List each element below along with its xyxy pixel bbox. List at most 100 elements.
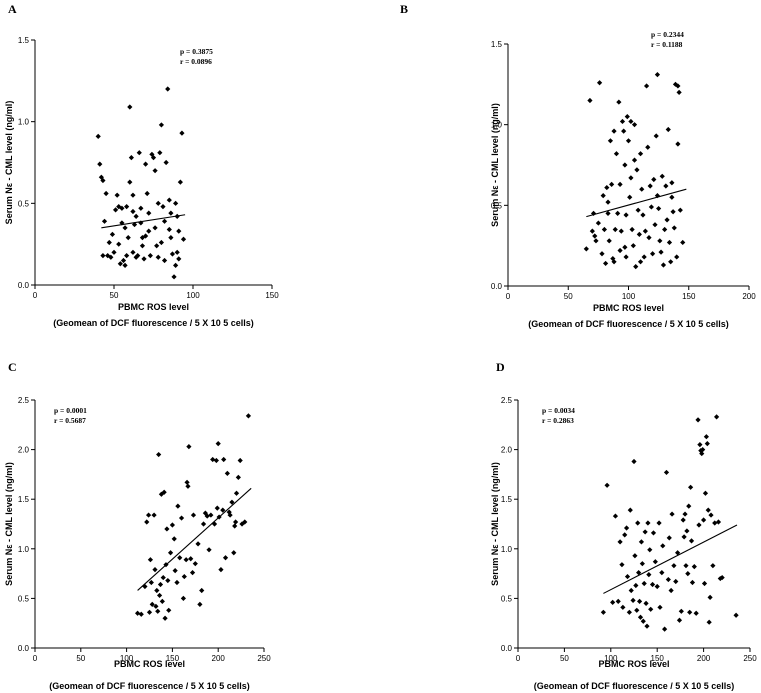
data-point: [138, 205, 144, 211]
data-point: [622, 244, 628, 250]
data-point: [106, 239, 112, 246]
data-point: [705, 507, 711, 513]
x-axis-label: PBMC ROS level: [598, 659, 669, 669]
data-point: [216, 514, 222, 520]
data-point: [97, 161, 103, 167]
data-point: [664, 217, 670, 223]
data-point: [232, 523, 238, 529]
x-axis-sublabel: (Geomean of DCF fluorescence / 5 X 10 5 …: [49, 681, 250, 691]
data-point: [215, 441, 221, 447]
data-point: [615, 598, 621, 604]
data-point: [154, 243, 160, 249]
data-point: [146, 210, 152, 216]
data-point: [624, 114, 630, 120]
data-point: [636, 570, 642, 576]
data-point: [647, 183, 653, 189]
data-point: [165, 86, 171, 92]
data-point: [668, 587, 674, 594]
data-point: [621, 128, 627, 134]
data-point: [144, 519, 150, 525]
data-point: [676, 617, 683, 623]
x-axis-label: PBMC ROS level: [118, 302, 189, 312]
data-point: [130, 249, 136, 255]
data-point: [617, 247, 623, 254]
data-point: [639, 561, 645, 567]
data-point: [642, 228, 648, 234]
data-point: [669, 194, 675, 200]
data-point: [154, 587, 160, 594]
data-point: [611, 128, 617, 134]
data-point: [208, 512, 214, 518]
data-point: [707, 594, 713, 601]
data-point: [634, 607, 640, 613]
data-point: [155, 200, 161, 206]
data-point: [681, 534, 687, 540]
data-point: [163, 159, 169, 166]
data-point: [628, 175, 634, 181]
data-point: [626, 609, 632, 615]
y-tick-label: 0.5: [491, 201, 503, 210]
data-point: [199, 587, 205, 594]
data-point: [656, 205, 662, 212]
data-point: [175, 503, 181, 509]
data-point: [636, 231, 642, 237]
data-point: [631, 122, 638, 128]
data-point: [144, 190, 150, 197]
data-point: [211, 521, 218, 527]
x-tick-label: 50: [564, 292, 573, 301]
data-point: [188, 556, 194, 562]
data-point: [156, 592, 163, 599]
data-point: [637, 151, 644, 157]
data-point: [168, 210, 174, 216]
data-point: [654, 72, 661, 78]
data-point: [646, 571, 652, 578]
stat-label: r = 0.2863: [542, 416, 574, 425]
data-point: [697, 442, 703, 448]
data-point: [619, 562, 625, 568]
data-point: [622, 532, 628, 538]
data-point: [98, 174, 104, 180]
data-point: [660, 543, 666, 549]
data-point: [647, 547, 653, 553]
data-point: [143, 161, 149, 167]
data-point: [663, 469, 670, 476]
data-point: [179, 130, 185, 136]
data-point: [589, 228, 595, 234]
data-point: [149, 601, 155, 607]
data-point: [631, 157, 638, 163]
data-point: [645, 520, 651, 526]
data-point: [669, 180, 675, 186]
data-point: [122, 262, 128, 268]
data-point: [704, 441, 710, 447]
data-point: [627, 507, 633, 513]
data-point: [233, 490, 240, 496]
data-point: [636, 598, 643, 604]
y-tick-label: 0.5: [18, 199, 30, 208]
data-point: [112, 207, 119, 213]
data-point: [615, 210, 621, 216]
data-point: [100, 177, 106, 184]
data-point: [173, 262, 179, 268]
data-point: [616, 99, 622, 105]
data-point: [637, 614, 644, 620]
data-point: [665, 576, 671, 583]
data-point: [701, 580, 708, 587]
data-point: [135, 253, 141, 259]
data-point: [658, 249, 664, 255]
x-axis-sublabel: (Geomean of DCF fluorescence / 5 X 10 5 …: [528, 319, 729, 329]
y-tick-label: 0.0: [501, 644, 513, 653]
data-point: [224, 470, 230, 477]
y-axis-label: Serum Nε - CML level (ng/ml): [490, 103, 500, 227]
x-tick-label: 200: [697, 654, 711, 663]
y-tick-label: 1.5: [491, 40, 503, 49]
data-point: [157, 150, 163, 156]
data-point: [206, 547, 212, 553]
data-point: [643, 83, 650, 89]
data-point: [596, 80, 603, 86]
data-point: [691, 564, 697, 570]
data-point: [648, 204, 654, 210]
data-point: [161, 218, 168, 224]
data-point: [677, 207, 683, 213]
data-point: [605, 210, 611, 216]
data-point: [237, 457, 243, 464]
